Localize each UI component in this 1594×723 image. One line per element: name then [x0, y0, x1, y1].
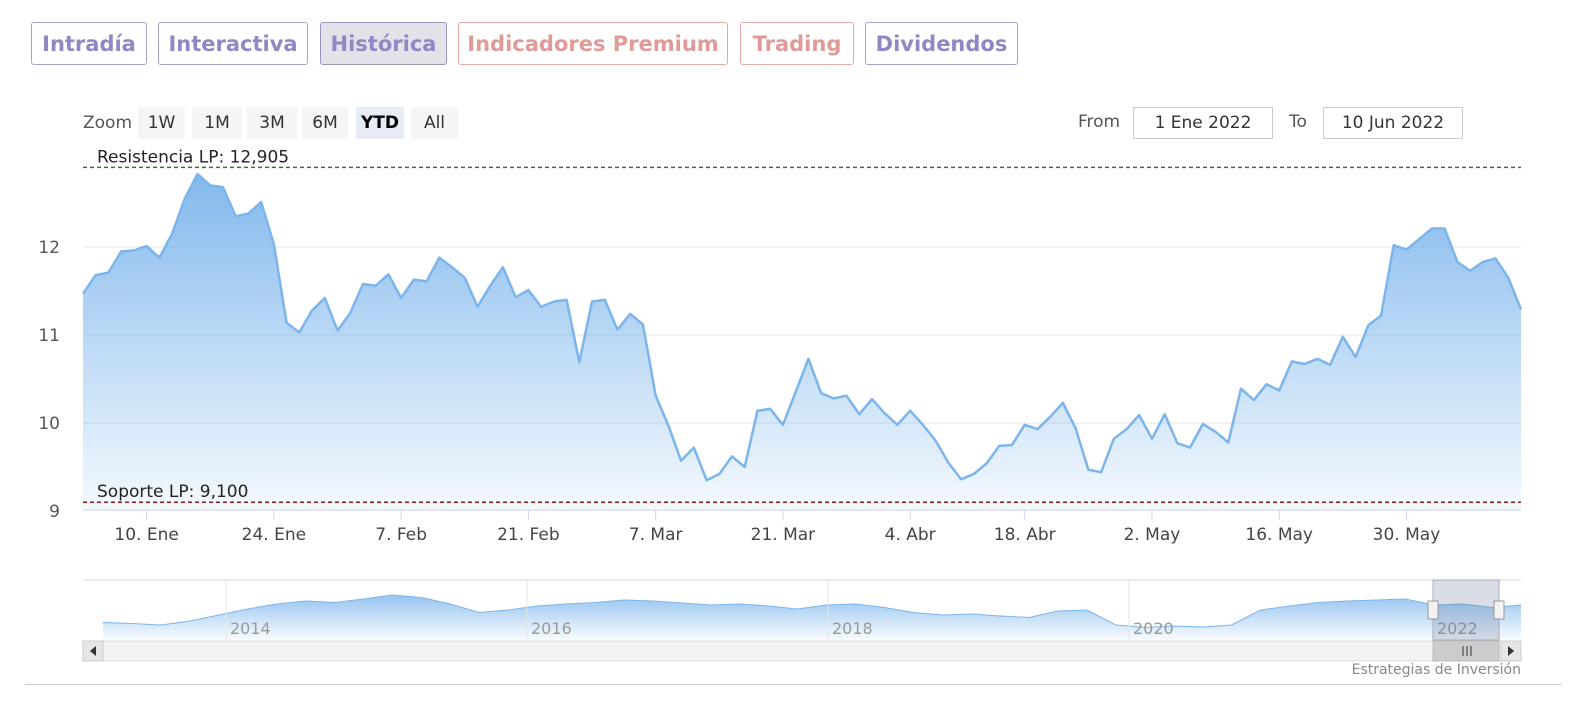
navigator-right-handle[interactable] [1493, 600, 1505, 620]
tab-dividendos[interactable]: Dividendos [865, 22, 1018, 65]
x-tick-label: 7. Feb [375, 525, 427, 545]
y-tick-label: 12 [38, 238, 60, 258]
x-tick-label: 7. Mar [629, 525, 683, 545]
navigator-year-label: 2014 [230, 619, 271, 638]
zoom-ytd-button[interactable]: YTD [356, 107, 404, 139]
navigator-year-label: 2016 [531, 619, 572, 638]
from-label: From [1078, 112, 1121, 132]
tab-intradía[interactable]: Intradía [31, 22, 147, 65]
scroll-right-arrow-icon [1508, 646, 1514, 656]
x-tick-label: 21. Mar [751, 525, 816, 545]
tab-trading[interactable]: Trading [740, 22, 854, 65]
zoom-1w-button[interactable]: 1W [138, 107, 185, 139]
x-tick-label: 16. May [1245, 525, 1313, 545]
x-tick-label: 10. Ene [114, 525, 178, 545]
navigator-selection[interactable] [1432, 579, 1500, 641]
navigator-left-handle[interactable] [1427, 600, 1439, 620]
to-label: To [1289, 112, 1307, 132]
y-tick-label: 10 [38, 414, 60, 434]
scroll-left-arrow-icon [90, 646, 96, 656]
y-tick-label: 9 [49, 502, 60, 522]
resistance-label: Resistencia LP: 12,905 [97, 147, 289, 167]
tab-interactiva[interactable]: Interactiva [158, 22, 308, 65]
scrollbar-track[interactable] [82, 640, 1522, 662]
x-tick-label: 30. May [1373, 525, 1441, 545]
zoom-all-button[interactable]: All [411, 107, 458, 139]
zoom-label: Zoom [83, 113, 133, 133]
credit-text: Estrategias de Inversión [1351, 662, 1521, 678]
navigator-line [102, 594, 1522, 629]
tab-histórica[interactable]: Histórica [320, 22, 447, 65]
navigator-year-label: 2020 [1133, 619, 1174, 638]
zoom-1m-button[interactable]: 1M [192, 107, 242, 139]
series-area [83, 174, 1521, 510]
x-tick-label: 4. Abr [885, 525, 936, 545]
x-tick-label: 21. Feb [497, 525, 560, 545]
series-line [81, 172, 1523, 482]
zoom-3m-button[interactable]: 3M [247, 107, 297, 139]
scrollbar-thumb[interactable] [1432, 640, 1500, 662]
to-date-input[interactable]: 10 Jun 2022 [1323, 107, 1463, 139]
navigator-year-label: 2018 [832, 619, 873, 638]
zoom-6m-button[interactable]: 6M [302, 107, 348, 139]
from-date-input[interactable]: 1 Ene 2022 [1133, 107, 1273, 139]
x-tick-label: 24. Ene [242, 525, 306, 545]
x-tick-label: 2. May [1124, 525, 1181, 545]
navigator-year-label: 2022 [1437, 619, 1478, 638]
footer-divider [25, 684, 1562, 685]
support-label: Soporte LP: 9,100 [97, 482, 248, 502]
y-tick-label: 11 [38, 326, 60, 346]
tab-indicadores-premium[interactable]: Indicadores Premium [458, 22, 728, 65]
x-tick-label: 18. Abr [994, 525, 1056, 545]
